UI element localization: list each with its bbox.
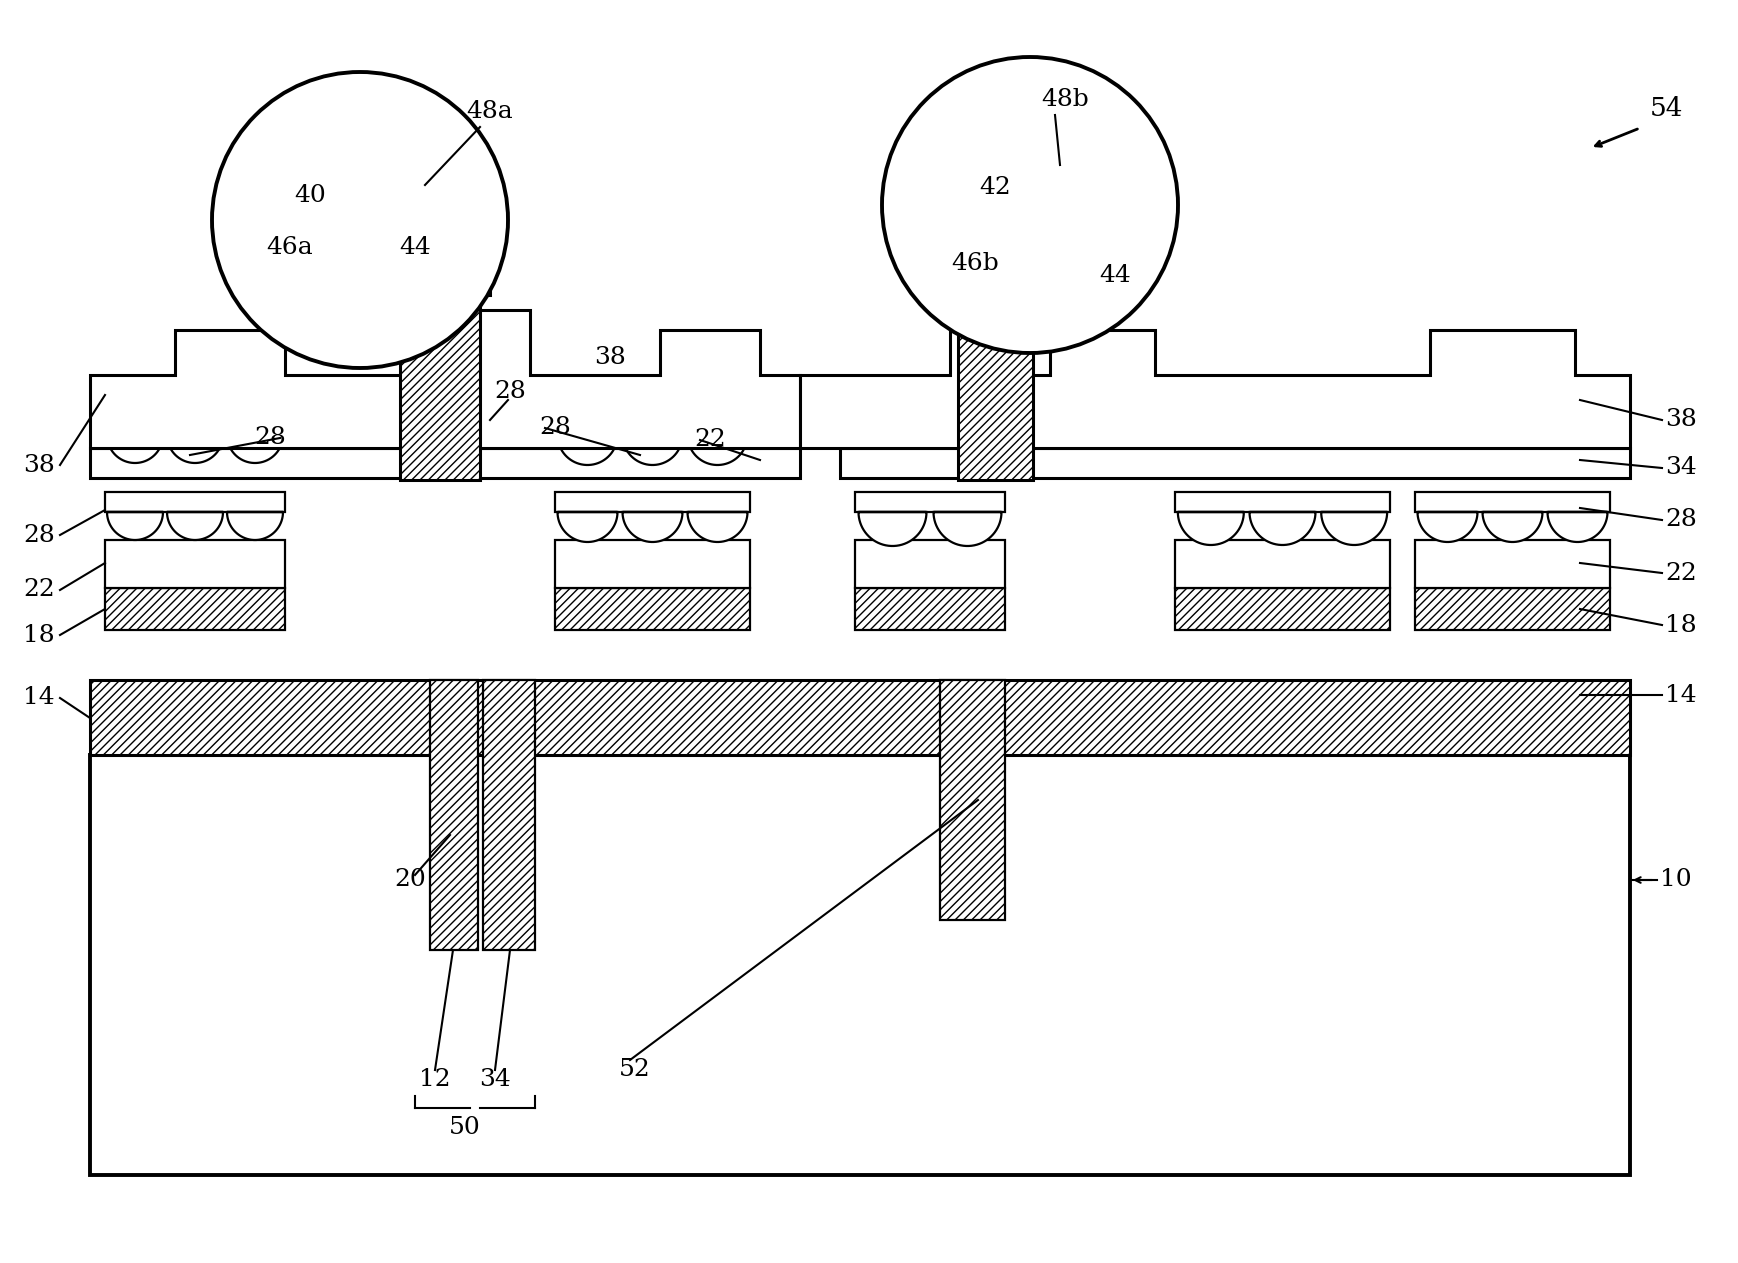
Polygon shape — [933, 512, 1001, 546]
Bar — [90, 448, 799, 477]
Circle shape — [881, 57, 1178, 352]
Text: 20: 20 — [395, 869, 426, 892]
Bar — [951, 296, 1039, 325]
Polygon shape — [558, 434, 617, 465]
Text: 38: 38 — [1665, 408, 1696, 432]
Polygon shape — [167, 434, 222, 464]
Text: 14: 14 — [23, 687, 56, 710]
Bar — [90, 755, 1630, 1175]
Polygon shape — [1250, 512, 1316, 544]
Text: 42: 42 — [978, 177, 1012, 200]
Text: 10: 10 — [1660, 869, 1691, 892]
Text: 54: 54 — [1649, 96, 1684, 120]
Polygon shape — [1483, 512, 1543, 542]
Text: 48a: 48a — [466, 101, 513, 124]
Polygon shape — [228, 512, 283, 541]
Text: 22: 22 — [23, 578, 56, 601]
Bar — [1175, 589, 1390, 630]
Bar — [1415, 541, 1609, 589]
Bar — [855, 493, 1005, 512]
Text: 18: 18 — [1665, 614, 1696, 637]
Polygon shape — [1418, 512, 1477, 542]
Polygon shape — [799, 304, 1630, 448]
Text: 48b: 48b — [1041, 88, 1090, 111]
Bar — [104, 541, 285, 589]
Polygon shape — [108, 434, 163, 464]
Polygon shape — [622, 512, 683, 542]
Polygon shape — [859, 512, 926, 546]
Text: 28: 28 — [1665, 509, 1696, 532]
Text: 46b: 46b — [951, 251, 999, 274]
Bar — [104, 589, 285, 630]
Polygon shape — [167, 512, 222, 541]
Text: 14: 14 — [1665, 683, 1696, 706]
Text: 18: 18 — [23, 624, 56, 647]
Text: 22: 22 — [693, 428, 726, 451]
Bar — [1175, 541, 1390, 589]
Polygon shape — [558, 512, 617, 542]
Polygon shape — [1547, 512, 1608, 542]
Text: 44: 44 — [400, 236, 431, 259]
Text: 28: 28 — [254, 427, 285, 450]
Polygon shape — [228, 434, 283, 464]
Text: 22: 22 — [1665, 562, 1696, 585]
Bar — [104, 416, 285, 434]
Polygon shape — [1321, 512, 1387, 544]
Bar — [483, 679, 535, 950]
Text: 28: 28 — [539, 417, 570, 440]
Text: 12: 12 — [419, 1068, 450, 1091]
Bar — [90, 679, 1630, 755]
Text: 38: 38 — [23, 453, 56, 476]
Polygon shape — [688, 434, 747, 465]
Polygon shape — [108, 512, 163, 541]
Bar — [554, 493, 751, 512]
Text: 52: 52 — [619, 1058, 650, 1081]
Bar — [400, 265, 480, 480]
Text: 34: 34 — [480, 1068, 511, 1091]
Bar — [554, 589, 751, 630]
Bar — [104, 493, 285, 512]
Bar — [1415, 589, 1609, 630]
Polygon shape — [1178, 512, 1244, 544]
Circle shape — [212, 72, 507, 368]
Text: 50: 50 — [448, 1116, 481, 1139]
Bar — [839, 448, 1630, 477]
Text: 28: 28 — [23, 523, 56, 547]
Text: 40: 40 — [294, 183, 327, 206]
Bar — [429, 679, 478, 950]
Bar — [855, 541, 1005, 589]
Polygon shape — [90, 309, 799, 448]
Polygon shape — [688, 512, 747, 542]
Bar — [389, 265, 490, 296]
Bar — [1415, 493, 1609, 512]
Polygon shape — [622, 434, 683, 465]
Bar — [855, 589, 1005, 630]
Bar — [554, 416, 751, 434]
Text: 46a: 46a — [266, 236, 313, 259]
Bar — [940, 679, 1005, 919]
Text: 28: 28 — [494, 380, 527, 403]
Text: 34: 34 — [1665, 456, 1696, 480]
Bar — [958, 309, 1032, 480]
Bar — [554, 541, 751, 589]
Text: 44: 44 — [1098, 264, 1131, 287]
Bar — [1175, 493, 1390, 512]
Text: 38: 38 — [594, 346, 626, 370]
